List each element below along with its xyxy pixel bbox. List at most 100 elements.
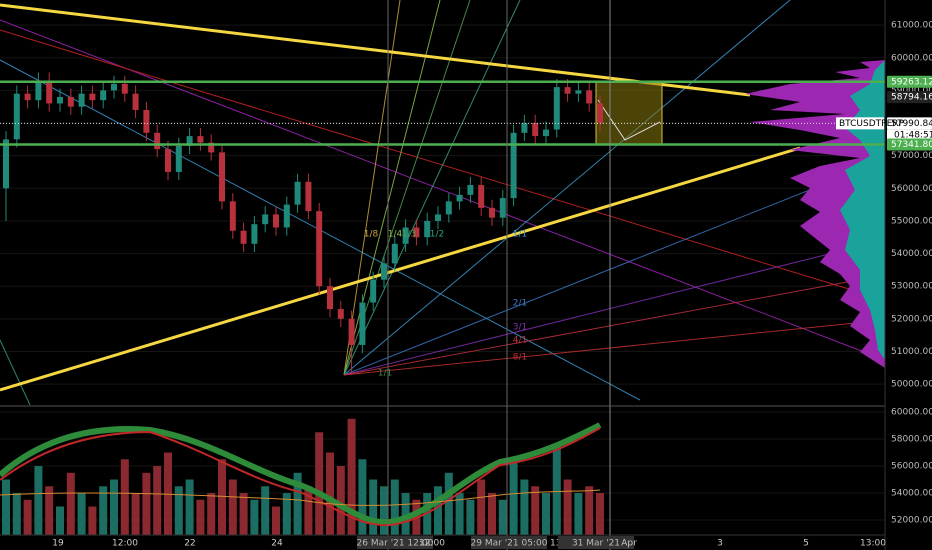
volume-bar [304,486,313,535]
time-highlight [471,536,547,549]
price-tag-label: 57341.80 [891,140,932,150]
x-tick-label: 12:00 [419,539,445,549]
volume-bar [45,486,54,535]
price-tag-label: 57990.84 [891,119,932,129]
price-tag [887,138,932,151]
volume-bar [34,466,43,535]
fan-label: 3/1 [513,323,527,333]
candle-body [456,194,463,202]
volume-bar [66,472,75,535]
candle-body [543,129,549,137]
price-tag-label: 59263.12 [891,77,932,87]
y-tick-label: 56000.00 [891,462,932,472]
x-tick-label: Apr [621,539,637,549]
volume-bar [110,479,118,535]
volume-bar [315,432,324,535]
volume-bar [542,493,550,535]
volume-bar [563,479,572,535]
volume-bar [574,493,583,535]
volume-bar [520,479,529,535]
candle-body [35,80,42,101]
volume-bar [390,479,399,535]
candle-body [121,83,128,94]
candle-body [229,201,236,231]
candle-body [100,90,107,101]
oscillator [0,422,602,527]
candle-body [597,103,603,124]
price-tag-label: 58794.16 [891,93,932,103]
y-tick-label: 60000.00 [891,408,932,418]
fan-label: 4/1 [513,336,527,346]
candle-body [186,136,193,146]
time-highlight [357,536,433,549]
series [0,72,885,535]
x-tick-label: 19 [52,539,64,549]
candle-body [424,220,431,238]
wedge-top [0,3,751,97]
volume-bar [596,493,604,535]
time-highlight [558,536,634,549]
candle-body [575,90,582,94]
candle-body [251,224,258,244]
candle-body [57,96,63,104]
candle-body [521,123,528,133]
volume-bar [196,499,205,535]
candle-body [413,227,420,238]
candle-body [435,214,441,221]
volume-bar [401,493,410,535]
candle-body [3,139,9,189]
volume-bar [261,486,270,535]
candle-body [294,181,301,205]
x-tick-label: 29 Mar '21 05:00 [471,539,548,549]
volume-bar [174,486,183,535]
volume-bar [509,459,518,535]
countdown-label: 01:48:51 [894,130,932,140]
volume-bar [488,493,496,535]
candle-body [89,93,96,101]
candle-body [67,96,74,107]
candle-body [13,93,20,140]
y-tick-label: 55000.00 [891,216,932,226]
projection-arrow [597,99,661,141]
wedge-bottom [0,146,801,392]
candle-body [132,93,139,110]
candle-body [391,243,398,264]
volume-bar [2,479,10,535]
x-tick-label: 31 Mar '21 [572,539,620,549]
volume-bar [585,486,594,535]
volume-bar [369,479,378,535]
volume-bar [498,499,507,535]
symbol-label: BTCUSDTPERP [839,119,905,129]
y-tick-label: 59000.00 [891,86,932,96]
y-tick-label: 52000.00 [891,516,932,526]
volume-bar [477,479,486,535]
volume-bar [185,479,194,535]
volume-bar [347,418,356,535]
candle-body [489,207,495,218]
volume-bar [455,493,464,535]
y-tick-label: 61000.00 [891,21,932,31]
candle-body [532,123,539,137]
volume-bar [131,493,140,535]
volume-bar [23,499,32,535]
candle-body [219,152,225,202]
candle-body [262,214,269,225]
volume-bar [380,486,388,535]
y-tick-label: 60000.00 [891,53,932,63]
x-tick-label: 26 Mar '21 12:00 [357,539,434,549]
fan-line [343,319,886,376]
volume-bar [444,472,453,535]
price-tag [887,91,932,104]
volume-bar [293,472,302,535]
candle-body [499,198,506,218]
x-tick-label: 13:00 [860,539,886,549]
y-tick-label: 50000.00 [891,380,932,390]
candle-body [467,185,474,195]
fan-label: 1/1 [378,369,392,379]
volume-bar [552,445,561,535]
price-tag [887,117,932,130]
x-tick-label: 5 [803,539,809,549]
candle-body [273,214,279,228]
fan-label: 1/4 [388,230,403,240]
